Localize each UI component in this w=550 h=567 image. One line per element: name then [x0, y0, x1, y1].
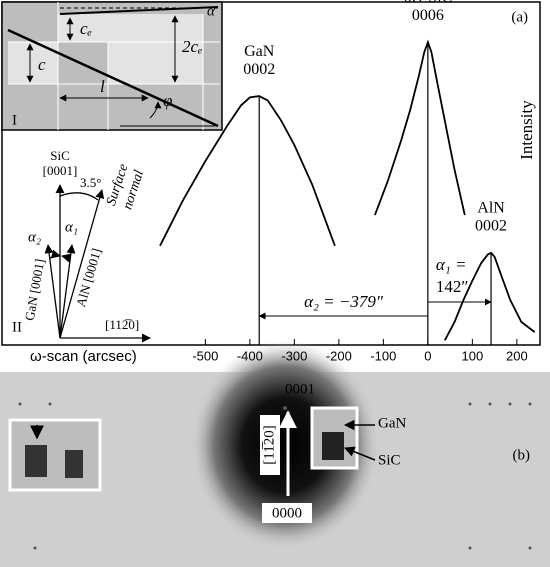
- peak-label: 6H-SiC: [403, 0, 452, 6]
- label: 2cₑ: [182, 37, 203, 56]
- x-tick-label: -500: [192, 348, 218, 363]
- label: cₑ: [80, 19, 92, 38]
- spot: [322, 432, 344, 460]
- annotation: 142″: [436, 277, 469, 296]
- label-box: [262, 503, 312, 523]
- label: I: [12, 112, 17, 128]
- label: II: [12, 319, 22, 335]
- panel-b: 0001 0000 GaN SiC [11̅20] (b): [0, 340, 550, 567]
- peak-label: AlN: [477, 200, 505, 217]
- label: α₂: [28, 229, 41, 245]
- label-box: [260, 415, 280, 475]
- label: α₁: [65, 219, 78, 235]
- label: 0000: [272, 505, 302, 521]
- annotation: α₁ =: [436, 255, 467, 274]
- x-label: ω-scan (arcsec): [30, 348, 137, 365]
- label: SiC: [50, 148, 70, 163]
- label: [11̅20]: [261, 425, 277, 464]
- block: [58, 14, 203, 42]
- x-tick-label: -300: [281, 348, 307, 363]
- peak-label: 0002: [243, 61, 275, 78]
- x-tick-label: 0: [424, 348, 431, 363]
- diagonal: [7, 28, 219, 128]
- axis-arrow: [44, 244, 61, 339]
- label: SiC: [378, 452, 401, 468]
- curve: [159, 95, 336, 247]
- label: [112̅0]: [105, 317, 139, 332]
- label: 0001: [285, 381, 315, 397]
- angle-arc: [61, 253, 72, 263]
- y-label: Intensity: [517, 100, 536, 160]
- zoom-box: [8, 418, 102, 492]
- angle-arc: [59, 192, 99, 201]
- label: φ: [163, 91, 172, 110]
- label: GaN: [378, 415, 406, 431]
- surface-line: [59, 6, 219, 15]
- annotation: α₂ = −379″: [304, 292, 384, 311]
- inset-II: SiC [0001] Surface normal 3.5° α₂ α₁ GaN…: [12, 148, 151, 343]
- curve: [374, 39, 466, 216]
- x-tick-label: 100: [462, 348, 484, 363]
- label: [0001]: [43, 163, 78, 178]
- arrow: [344, 446, 376, 461]
- peak-label: 0002: [475, 218, 507, 235]
- x-tick-label: -400: [237, 348, 263, 363]
- peak-label: 0006: [412, 7, 444, 24]
- axis-arrow: [59, 244, 76, 339]
- angle-arc: [49, 249, 61, 259]
- inset-I: α cₑ 2cₑ c l φ I: [1, 1, 223, 131]
- grid: [8, 2, 220, 130]
- x-tick-label: 200: [506, 348, 528, 363]
- spot: [65, 450, 83, 478]
- label: α: [207, 3, 216, 19]
- panel-label: (b): [513, 447, 531, 463]
- x-tick-label: -100: [370, 348, 396, 363]
- angle-arc: [149, 101, 162, 119]
- panel-label: (a): [511, 9, 528, 25]
- label: l: [100, 77, 105, 96]
- block: [108, 42, 203, 84]
- central-spot: [190, 340, 380, 550]
- label: 3.5°: [80, 175, 101, 190]
- curve: [444, 251, 536, 341]
- peak-label: GaN: [244, 43, 275, 60]
- label: c: [38, 55, 46, 74]
- axis-arrow: [59, 189, 105, 339]
- reflection-spots: [18, 402, 532, 550]
- spot: [25, 445, 47, 477]
- label: GaN [0001]: [22, 258, 48, 322]
- x-tick-label: -200: [326, 348, 352, 363]
